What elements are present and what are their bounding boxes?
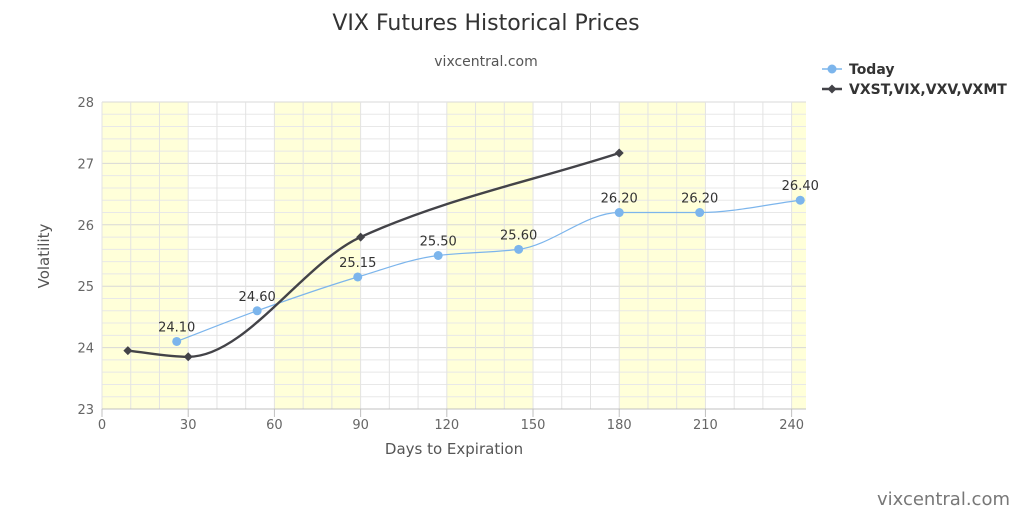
index-point-0[interactable] bbox=[123, 346, 133, 356]
chart-subtitle: vixcentral.com bbox=[434, 54, 537, 70]
legend-label: VXST,VIX,VXV,VXMT bbox=[849, 82, 1007, 98]
legend-diamond-icon bbox=[827, 84, 837, 94]
y-tick-label: 28 bbox=[77, 96, 94, 111]
x-tick-label: 210 bbox=[693, 418, 718, 433]
data-label-2: 25.15 bbox=[339, 256, 376, 271]
index-point-3[interactable] bbox=[614, 148, 624, 158]
today-point-7[interactable] bbox=[795, 195, 805, 205]
legend-item-1[interactable]: VXST,VIX,VXV,VXMT bbox=[822, 82, 1007, 98]
y-axis-title: Volatility bbox=[35, 223, 53, 288]
index-point-1[interactable] bbox=[183, 352, 193, 362]
chart-title: VIX Futures Historical Prices bbox=[332, 11, 639, 36]
x-tick-label: 30 bbox=[180, 418, 197, 433]
y-tick-label: 24 bbox=[77, 342, 94, 357]
legend-circle-icon bbox=[827, 64, 837, 74]
shaded-band-1 bbox=[274, 102, 361, 409]
x-tick-label: 150 bbox=[521, 418, 546, 433]
y-tick-label: 26 bbox=[77, 219, 94, 234]
series-layer bbox=[123, 148, 805, 362]
shaded-band-3 bbox=[619, 102, 706, 409]
x-tick-label: 60 bbox=[266, 418, 283, 433]
legend-item-0[interactable]: Today bbox=[822, 62, 894, 78]
data-labels: 24.10 24.60 25.15 25.50 25.60 26.20 26.20 26.40 bbox=[158, 179, 819, 335]
axes bbox=[101, 408, 806, 417]
data-label-1: 24.60 bbox=[239, 290, 276, 305]
data-label-5: 26.20 bbox=[601, 192, 638, 207]
x-axis-title: Days to Expiration bbox=[385, 440, 523, 458]
today-point-6[interactable] bbox=[695, 208, 705, 218]
today-point-2[interactable] bbox=[353, 272, 363, 282]
shaded-band-4 bbox=[791, 102, 806, 409]
x-tick-label: 90 bbox=[352, 418, 369, 433]
legend-label: Today bbox=[849, 62, 894, 78]
shaded-bands bbox=[102, 102, 806, 409]
legend[interactable]: Today VXST,VIX,VXV,VXMT bbox=[822, 62, 1007, 98]
data-label-4: 25.60 bbox=[500, 228, 537, 243]
credit-text[interactable]: vixcentral.com bbox=[877, 489, 1010, 510]
today-point-5[interactable] bbox=[614, 208, 624, 218]
x-tick-label: 120 bbox=[434, 418, 459, 433]
today-point-3[interactable] bbox=[433, 251, 443, 260]
y-tick-label: 25 bbox=[77, 280, 94, 295]
series-line-indices bbox=[127, 151, 620, 359]
x-tick-label: 0 bbox=[98, 418, 106, 433]
data-label-6: 26.20 bbox=[681, 192, 718, 207]
x-tick-label: 240 bbox=[779, 418, 804, 433]
today-point-1[interactable] bbox=[252, 306, 262, 316]
today-point-4[interactable] bbox=[514, 244, 524, 254]
shaded-band-0 bbox=[102, 102, 189, 409]
grid-lines bbox=[101, 101, 806, 410]
data-label-0: 24.10 bbox=[158, 320, 195, 335]
tick-labels: 0 30 60 90 120 150 180 210 240 23 24 25 26 27 28 bbox=[77, 96, 804, 433]
today-point-0[interactable] bbox=[172, 336, 182, 346]
data-label-3: 25.50 bbox=[420, 235, 457, 250]
y-tick-label: 27 bbox=[77, 157, 94, 172]
shaded-band-2 bbox=[446, 102, 534, 409]
data-label-7: 26.40 bbox=[782, 179, 819, 194]
x-tick-label: 180 bbox=[607, 418, 632, 433]
y-tick-label: 23 bbox=[77, 403, 94, 418]
index-point-2[interactable] bbox=[356, 232, 366, 242]
